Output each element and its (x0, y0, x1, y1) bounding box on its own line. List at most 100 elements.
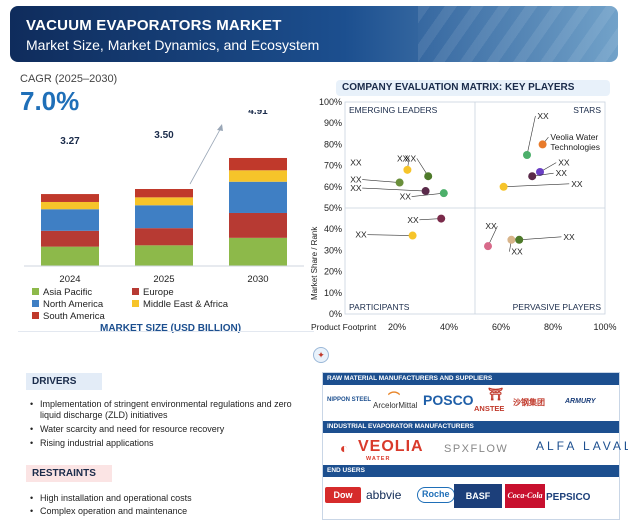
driver-item: Water scarcity and need for resource rec… (30, 424, 300, 435)
company-label: XX (350, 158, 362, 168)
company-point (437, 214, 446, 223)
divider (18, 331, 314, 332)
header-banner: VACUUM EVAPORATORS MARKET Market Size, M… (10, 6, 618, 62)
logo-abbvie: abbvie (366, 488, 402, 502)
quadrant-label-emerging-leaders: EMERGING LEADERS (349, 105, 438, 115)
bar-segment (135, 197, 193, 206)
y-tick-label: 0% (329, 309, 342, 319)
veolia-icon: ◐ (340, 440, 349, 456)
growth-arrow-head (217, 124, 223, 131)
drivers-heading: DRIVERS (26, 373, 102, 390)
bar-segment (41, 201, 99, 210)
driver-item: Implementation of stringent environmenta… (30, 399, 300, 421)
company-label: XX (355, 230, 367, 240)
x-tick-label: 2025 (153, 274, 174, 285)
legend-swatch (132, 288, 139, 295)
leader-line (519, 236, 562, 241)
legend-swatch (32, 300, 39, 307)
bar-segment (229, 181, 287, 213)
legend-item-middle-east-africa: Middle East & Africa (132, 299, 228, 310)
leader-line (526, 115, 536, 156)
legend-label: North America (43, 299, 104, 310)
y-tick-label: 80% (324, 139, 342, 149)
bar-segment (41, 230, 99, 247)
legend-item-south-america: South America (32, 311, 105, 322)
legend-swatch (32, 312, 39, 319)
oem-heading: INDUSTRIAL EVAPORATOR MANUFACTURERS (323, 421, 619, 433)
y-tick-label: 60% (324, 182, 342, 192)
company-label-veolia: Veolia Water (550, 132, 598, 142)
company-label: XX (485, 221, 497, 231)
bar-segment (229, 212, 287, 238)
y-tick-label: 90% (324, 118, 342, 128)
arcelormittal-icon: ⌒ (388, 391, 401, 405)
company-point (538, 140, 547, 149)
company-point (403, 165, 412, 174)
y-tick-label: 30% (324, 245, 342, 255)
quadrant-label-participants: PARTICIPANTS (349, 302, 410, 312)
bar-segment (135, 205, 193, 229)
company-label: XX (537, 111, 549, 121)
logo-dow: Dow (325, 487, 361, 503)
y-tick-label: 40% (324, 224, 342, 234)
raw-material-heading: RAW MATERIAL MANUFACTURERS AND SUPPLIERS (323, 373, 619, 385)
company-label: XX (558, 158, 570, 168)
legend-item-north-america: North America (32, 299, 103, 310)
x-tick-label: 40% (440, 322, 458, 332)
driver-item: Rising industrial applications (30, 438, 300, 449)
company-point (499, 182, 508, 191)
bar-segment (229, 237, 287, 266)
x-tick-label: 2030 (247, 274, 268, 285)
logo-posco: POSCO (423, 392, 474, 408)
end-users-heading: END USERS (323, 465, 619, 477)
bar-segment (229, 170, 287, 182)
y-tick-label: 70% (324, 161, 342, 171)
company-point (523, 151, 531, 159)
page-subtitle: Market Size, Market Dynamics, and Ecosys… (26, 37, 320, 53)
company-label: XX (511, 247, 523, 257)
y-tick-label: 10% (324, 288, 342, 298)
x-tick-label: 20% (388, 322, 406, 332)
restraint-item: Complex operation and maintenance (30, 506, 300, 517)
matrix-title: COMPANY EVALUATION MATRIX: KEY PLAYERS (336, 80, 610, 96)
bar-segment (41, 246, 99, 266)
cagr-value: 7.0% (20, 86, 80, 116)
company-label: XX (350, 183, 362, 193)
company-point (424, 172, 433, 181)
legend-swatch (132, 300, 139, 307)
logo-pepsico: PEPSICO (546, 492, 591, 503)
bar-segment (41, 194, 99, 202)
logo-nippon-steel: NIPPON STEEL (327, 397, 372, 403)
logo-basf: BASF (454, 484, 502, 508)
company-evaluation-matrix: 0% 10% 20% 30% 40% 50% 60% 70% 80% 90% 100% 20% 40% 6… (310, 97, 617, 332)
market-size-title: MARKET SIZE (USD BILLION) (100, 323, 242, 334)
bar-segment (135, 228, 193, 246)
y-axis-label: Market Share / Rank (310, 226, 319, 300)
logo-shagang: 沙钢集团 (513, 398, 545, 407)
bar-segment (135, 189, 193, 198)
leader-line (367, 234, 413, 236)
x-axis-label: Product Footprint (311, 322, 377, 332)
quadrant-label-pervasive-players: PERVASIVE PLAYERS (513, 302, 602, 312)
total-label: 3.50 (154, 130, 174, 141)
company-label: XX (397, 153, 409, 163)
logo-coca-cola: Coca-Cola (505, 484, 545, 508)
bar-segment (41, 209, 99, 231)
company-label: XX (556, 168, 568, 178)
growth-arrow (189, 125, 223, 185)
x-tick-label: 2024 (59, 274, 80, 285)
company-point (536, 167, 544, 176)
y-tick-label: 100% (319, 97, 342, 107)
company-point (528, 172, 537, 181)
restraint-item: High installation and operational costs (30, 493, 300, 504)
restraints-heading: RESTRAINTS (26, 465, 112, 482)
leader-line (362, 187, 426, 192)
page-title: VACUUM EVAPORATORS MARKET (26, 17, 282, 34)
leader-line (362, 179, 400, 183)
quadrant-label-stars: STARS (573, 105, 601, 115)
logo-veolia-water: WATER (366, 456, 391, 462)
legend-swatch (32, 288, 39, 295)
legend-label: South America (43, 311, 105, 322)
legend-label: Asia Pacific (43, 287, 93, 298)
banner-decoration (418, 6, 618, 62)
